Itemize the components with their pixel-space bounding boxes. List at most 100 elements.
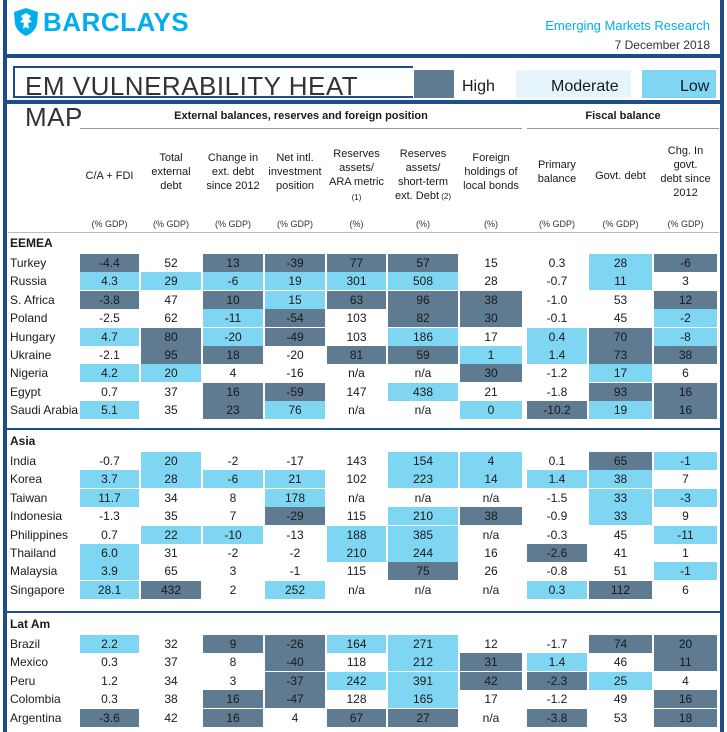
heat-cell: 34	[141, 489, 201, 507]
heat-cell: 63	[327, 291, 386, 309]
legend-swatch-high	[414, 70, 454, 98]
heat-cell: 3	[203, 672, 263, 690]
heat-cell: -1.7	[527, 635, 587, 653]
heat-cell: n/a	[388, 364, 458, 382]
heat-cell: -49	[265, 328, 325, 346]
country-name: Nigeria	[10, 366, 49, 380]
heat-cell: 3	[203, 562, 263, 580]
heat-cell: 186	[388, 328, 458, 346]
heat-cell: 5.1	[80, 401, 139, 419]
column-note: (2)	[439, 192, 452, 201]
heat-cell: 3	[654, 272, 717, 290]
heat-cell: 4.3	[80, 272, 139, 290]
page-title: EM VULNERABILITY HEAT MAP	[25, 71, 358, 132]
heat-cell: 33	[589, 489, 652, 507]
heat-cell: 0.3	[527, 254, 587, 272]
heat-cell: -6	[654, 254, 717, 272]
heat-cell: -1.0	[527, 291, 587, 309]
column-header: Govt. debt	[595, 170, 646, 182]
heat-cell: -6	[203, 272, 263, 290]
heat-cell: 4	[203, 364, 263, 382]
heat-cell: 31	[141, 544, 201, 562]
heat-cell: -4.4	[80, 254, 139, 272]
group-fiscal-rule	[527, 128, 719, 129]
heat-cell: 154	[388, 452, 458, 470]
heat-cell: -17	[265, 452, 325, 470]
heat-cell: 47	[141, 291, 201, 309]
heat-cell: 74	[589, 635, 652, 653]
heat-cell: -16	[265, 364, 325, 382]
heat-cell: 128	[327, 690, 386, 708]
heat-cell: n/a	[327, 581, 386, 599]
heat-cell: -0.3	[527, 526, 587, 544]
column-unit: (% GDP)	[91, 219, 128, 229]
heat-cell: -47	[265, 690, 325, 708]
report-date: 7 December 2018	[614, 38, 710, 52]
heat-cell: 1	[654, 544, 717, 562]
heat-cell: -0.7	[527, 272, 587, 290]
column-header: C/A + FDI	[85, 170, 134, 182]
heat-cell: -59	[265, 383, 325, 401]
heat-cell: 35	[141, 401, 201, 419]
heat-cell: 28	[589, 254, 652, 272]
column-header: Reserves assets/ARA metric (1)	[328, 148, 384, 202]
heat-cell: 76	[265, 401, 325, 419]
heat-cell: n/a	[388, 581, 458, 599]
country-name: Indonesia	[10, 509, 63, 523]
heat-cell: 3.9	[80, 562, 139, 580]
country-name: Brazil	[10, 637, 41, 651]
heat-cell: -2	[203, 452, 263, 470]
heat-cell: 0.1	[527, 452, 587, 470]
country-name: Poland	[10, 311, 48, 325]
heat-cell: 16	[654, 690, 717, 708]
heat-cell: -0.1	[527, 309, 587, 327]
heat-cell: 391	[388, 672, 458, 690]
heat-cell: 20	[654, 635, 717, 653]
heat-cell: 38	[460, 507, 522, 525]
heat-cell: 6	[654, 581, 717, 599]
heat-cell: 223	[388, 470, 458, 488]
heat-cell: -3.8	[80, 291, 139, 309]
heat-cell: n/a	[460, 526, 522, 544]
region-separator	[7, 611, 720, 613]
region-separator	[7, 428, 720, 430]
heat-cell: 11	[589, 272, 652, 290]
heat-cell: 178	[265, 489, 325, 507]
heat-cell: -11	[203, 309, 263, 327]
heat-cell: 16	[654, 401, 717, 419]
heat-cell: -13	[265, 526, 325, 544]
heat-cell: 20	[141, 364, 201, 382]
country-name: Mexico	[10, 655, 49, 669]
heat-cell: -3	[654, 489, 717, 507]
heat-cell: 23	[203, 401, 263, 419]
heat-cell: 115	[327, 562, 386, 580]
heat-cell: -6	[203, 470, 263, 488]
heat-cell: n/a	[388, 489, 458, 507]
column-unit: (% GDP)	[277, 219, 313, 229]
heat-cell: 31	[460, 653, 522, 671]
heat-cell: -8	[654, 328, 717, 346]
heat-cell: -2	[203, 544, 263, 562]
heat-cell: 18	[654, 709, 717, 727]
heat-cell: n/a	[388, 401, 458, 419]
legend-label-moderate: Moderate	[551, 78, 619, 95]
heat-cell: -2	[654, 309, 717, 327]
heat-cell: 1.2	[80, 672, 139, 690]
column-header: Total external debt	[151, 152, 191, 192]
country-name: Taiwan	[10, 491, 48, 505]
heat-cell: 28.1	[80, 581, 139, 599]
heat-cell: 93	[589, 383, 652, 401]
column-note: (1)	[351, 193, 362, 202]
heat-cell: 65	[141, 562, 201, 580]
heat-cell: 42	[460, 672, 522, 690]
heat-cell: 38	[460, 291, 522, 309]
heat-cell: -40	[265, 653, 325, 671]
heat-cell: 45	[589, 526, 652, 544]
heat-cell: -2.5	[80, 309, 139, 327]
heat-cell: 147	[327, 383, 386, 401]
heat-cell: 212	[388, 653, 458, 671]
region-label: Lat Am	[10, 617, 51, 631]
heat-cell: 112	[589, 581, 652, 599]
heat-cell: 8	[203, 489, 263, 507]
heat-cell: 508	[388, 272, 458, 290]
